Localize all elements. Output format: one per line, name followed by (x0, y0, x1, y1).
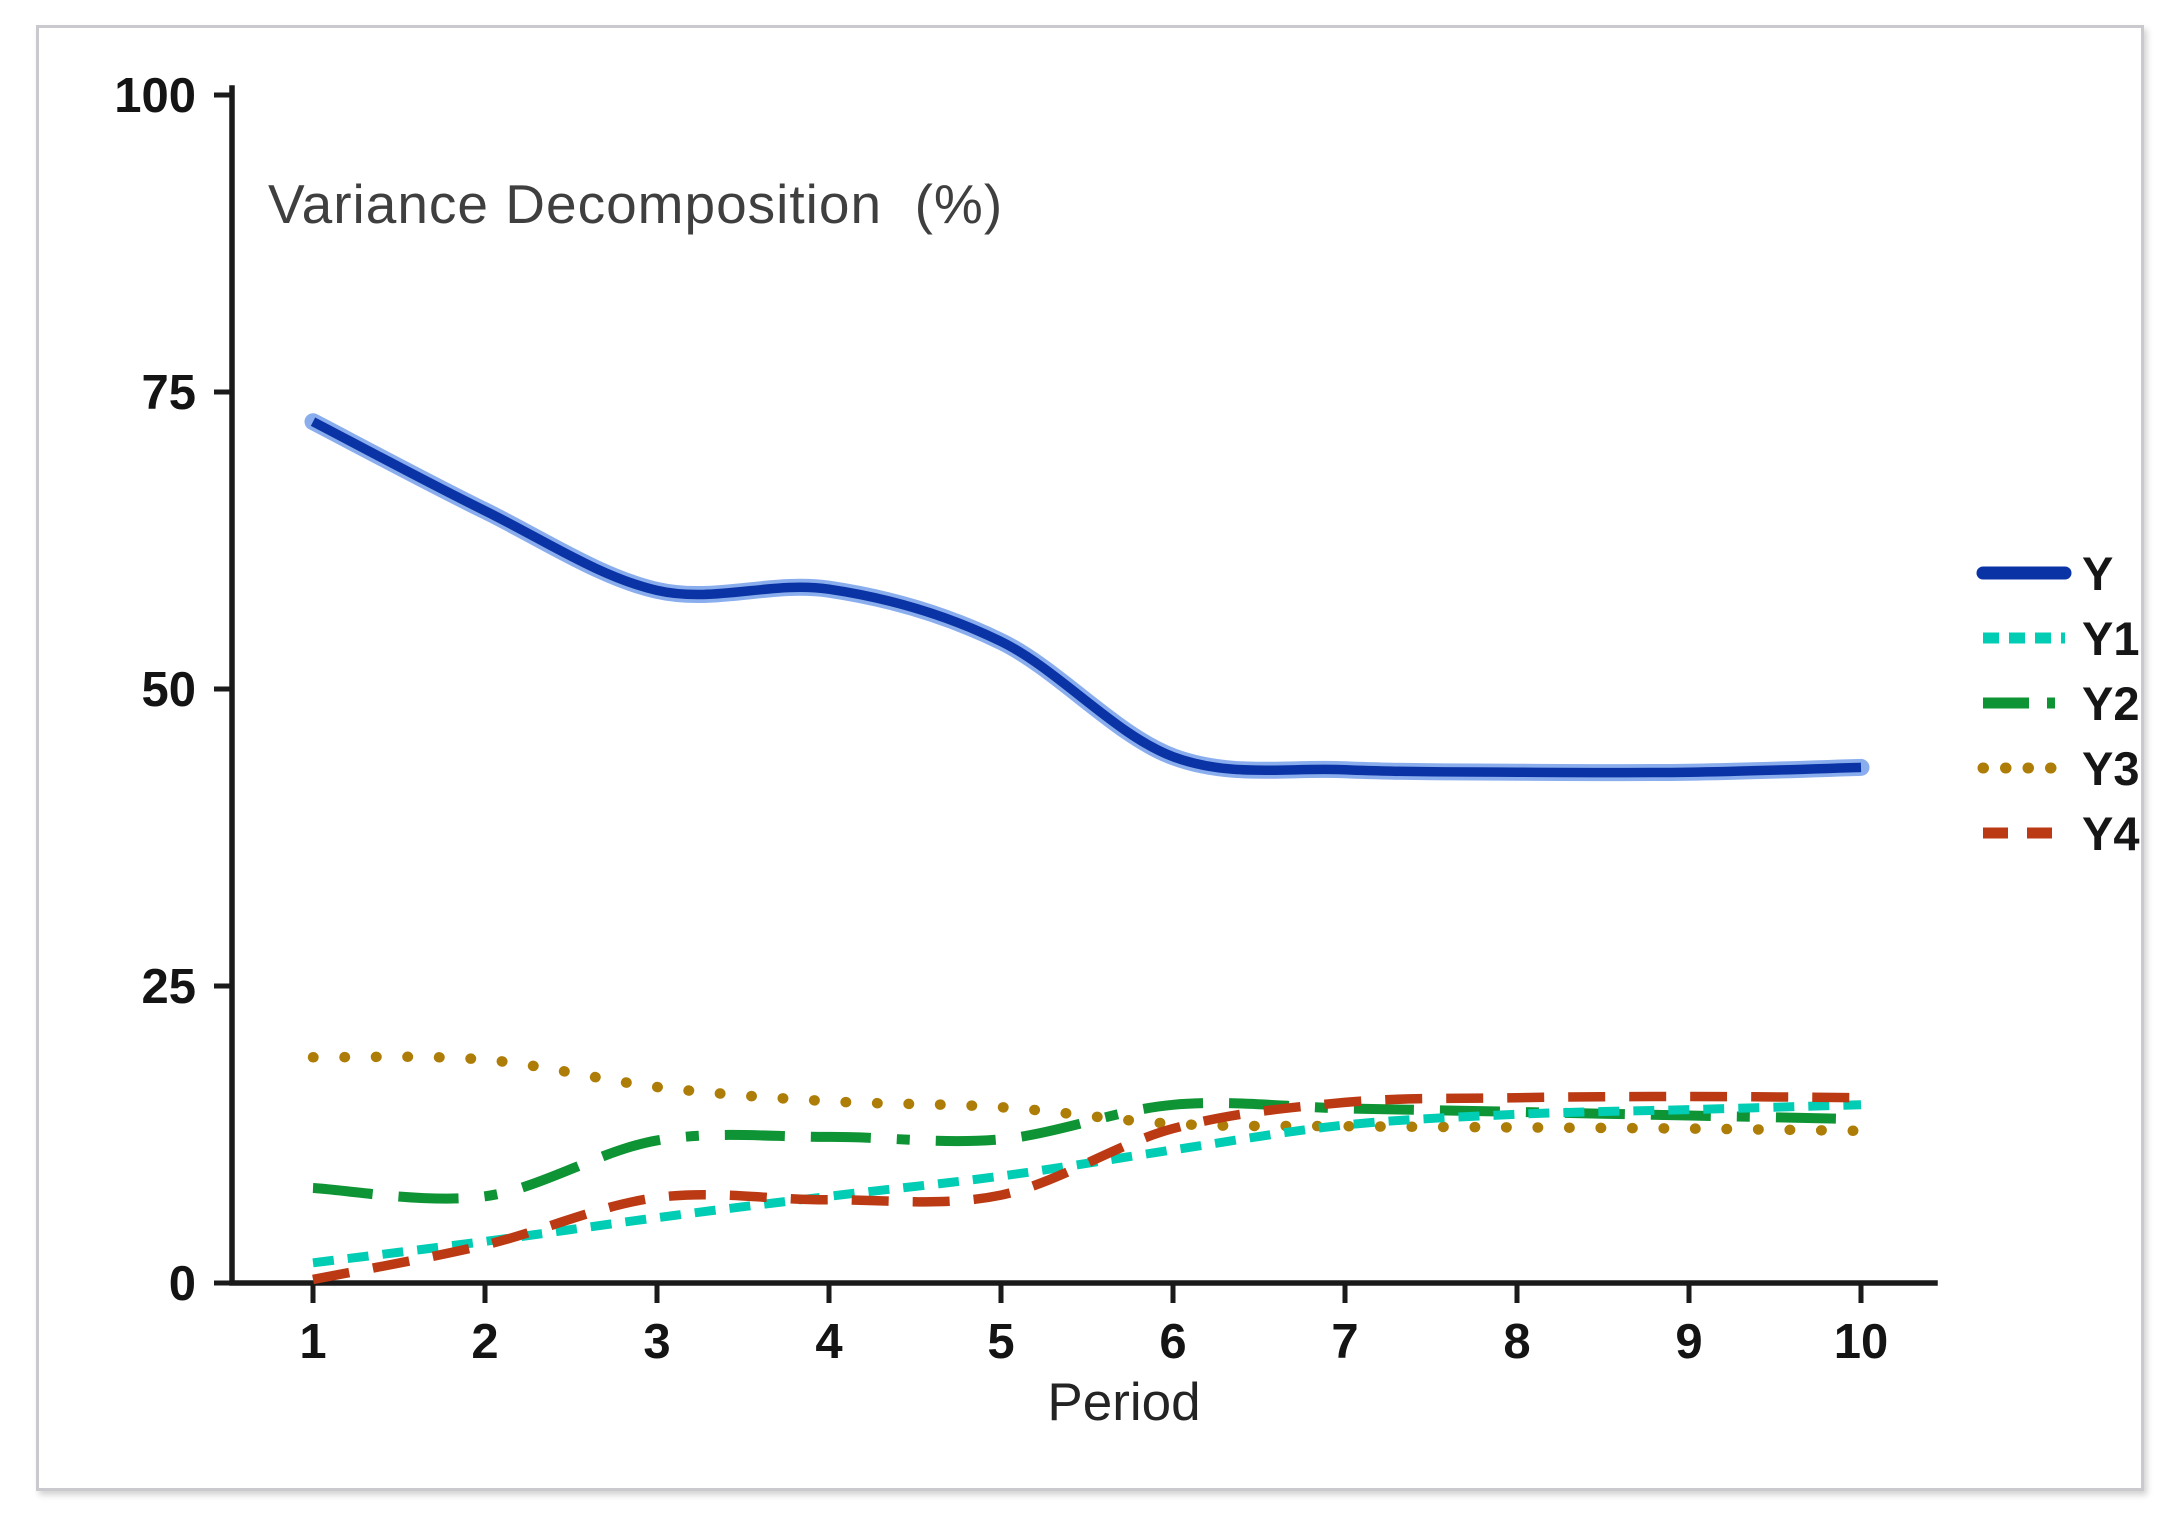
x-tick-label-8: 8 (1503, 1315, 1530, 1369)
x-tick-label-7: 7 (1331, 1315, 1358, 1369)
legend-item-Y4: Y4 (1983, 807, 2140, 860)
x-tick-label-5: 5 (987, 1315, 1014, 1369)
legend-label-Y2: Y2 (2082, 677, 2140, 730)
legend-item-Y: Y (1976, 547, 2113, 600)
legend-label-Y3: Y3 (2082, 742, 2140, 795)
y-tick-label-25: 25 (141, 960, 196, 1014)
chart-title: Variance Decomposition (%) (268, 173, 1004, 235)
x-tick-label-3: 3 (643, 1315, 670, 1369)
x-tick-label-1: 1 (299, 1315, 326, 1369)
legend-label-Y1: Y1 (2082, 612, 2140, 665)
x-tick-label-2: 2 (471, 1315, 498, 1369)
y-tick-label-100: 100 (114, 69, 196, 123)
legend-label-Y: Y (2082, 547, 2113, 600)
y-tick-label-50: 50 (141, 663, 196, 717)
x-tick-label-9: 9 (1675, 1315, 1702, 1369)
series-halo-Y (304, 413, 1870, 782)
legend-item-Y2: Y2 (1983, 677, 2140, 730)
y-tick-label-75: 75 (141, 366, 196, 420)
series-line-Y1 (312, 1100, 1862, 1268)
legend-label-Y4: Y4 (2082, 807, 2140, 860)
y-tick-label-0: 0 (169, 1257, 196, 1311)
x-tick-label-10: 10 (1834, 1315, 1889, 1369)
axes (229, 85, 1938, 1286)
x-tick-label-6: 6 (1159, 1315, 1186, 1369)
legend-item-Y1: Y1 (1983, 612, 2140, 665)
legend-item-Y3: Y3 (1977, 742, 2140, 795)
chart-frame (36, 25, 2144, 1491)
series-line-Y2 (312, 1098, 1862, 1204)
x-axis-title: Period (1047, 1373, 1201, 1432)
x-tick-label-4: 4 (815, 1315, 842, 1369)
series-line-Y3 (307, 1051, 1867, 1137)
legend: Y Y1 Y2 Y3 Y4 (1976, 547, 2140, 860)
series-line-Y (310, 417, 1862, 778)
series-line-Y4 (312, 1091, 1862, 1285)
